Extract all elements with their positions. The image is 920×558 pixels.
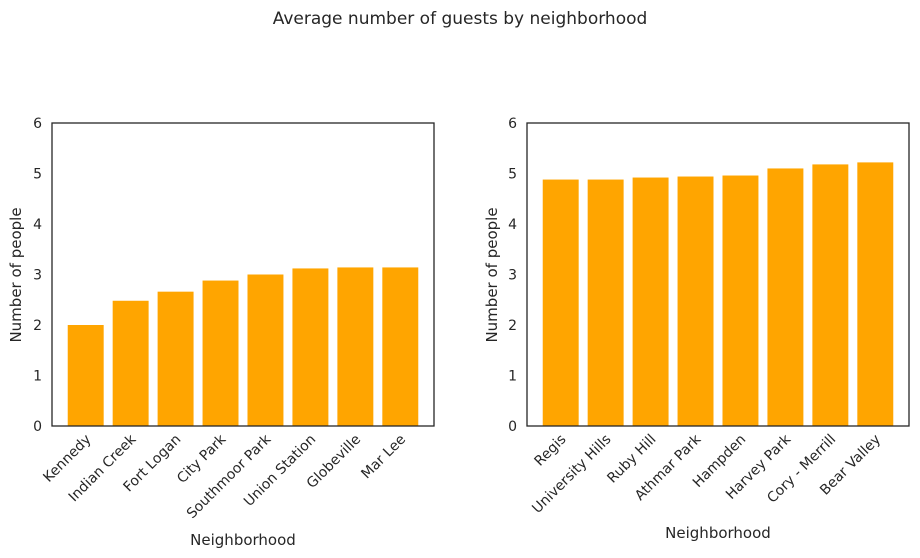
- right-chart-bar: [677, 176, 714, 426]
- right-chart-ytick-label: 5: [508, 167, 517, 183]
- left-chart-bar: [202, 280, 239, 426]
- right-chart-ytick-label: 3: [508, 268, 517, 284]
- right-chart-ytick-label: 4: [508, 217, 517, 233]
- left-chart-bar: [337, 267, 374, 426]
- right-chart-ytick-label: 1: [508, 369, 517, 385]
- left-chart-bar: [292, 268, 329, 426]
- right-chart-bar: [587, 179, 624, 426]
- right-chart-xtick-label: University Hills: [529, 432, 614, 517]
- right-chart-bar: [767, 168, 804, 426]
- right-chart-bar: [722, 175, 759, 426]
- left-chart-xtick-label: Mar Lee: [358, 432, 409, 483]
- right-chart-axes-frame: [526, 122, 910, 427]
- left-chart-xtick-label: Southmoor Park: [184, 431, 275, 522]
- right-chart-xlabel: Neighborhood: [665, 524, 771, 542]
- left-chart-xlabel: Neighborhood: [190, 531, 296, 549]
- left-chart-axes-frame: [51, 122, 435, 427]
- left-chart-ytick-label: 4: [33, 217, 42, 233]
- left-chart-bar: [382, 267, 419, 426]
- left-chart-bar: [112, 300, 149, 426]
- left-chart-ytick-label: 5: [33, 167, 42, 183]
- right-chart-bar: [857, 162, 894, 426]
- right-chart-panel: Number of people Neighborhood 0 1 2 3 4 5 6 Reg…: [483, 116, 910, 542]
- left-chart-ytick-label: 2: [33, 318, 42, 334]
- right-chart-ylabel: Number of people: [483, 207, 501, 342]
- right-chart-bar: [632, 177, 669, 426]
- right-chart-ytick-label: 6: [508, 116, 517, 132]
- left-chart-ytick-label: 1: [33, 369, 42, 385]
- left-chart-bar: [67, 325, 104, 426]
- right-chart-bar: [812, 164, 849, 426]
- right-chart-ytick-label: 0: [508, 419, 517, 435]
- right-chart-xtick-label: Regis: [531, 432, 569, 470]
- left-chart-ytick-label: 6: [33, 116, 42, 132]
- left-chart-ytick-label: 3: [33, 268, 42, 284]
- left-chart-ylabel: Number of people: [7, 207, 25, 342]
- left-chart-bar: [157, 291, 194, 426]
- left-chart-panel: Number of people Neighborhood 0123456Ken…: [7, 116, 435, 549]
- figure-title: Average number of guests by neighborhood: [273, 9, 648, 29]
- left-chart-ytick-label: 0: [33, 419, 42, 435]
- left-chart-bar: [247, 274, 284, 426]
- right-chart-bar: [542, 179, 579, 426]
- right-chart-ytick-label: 2: [508, 318, 517, 334]
